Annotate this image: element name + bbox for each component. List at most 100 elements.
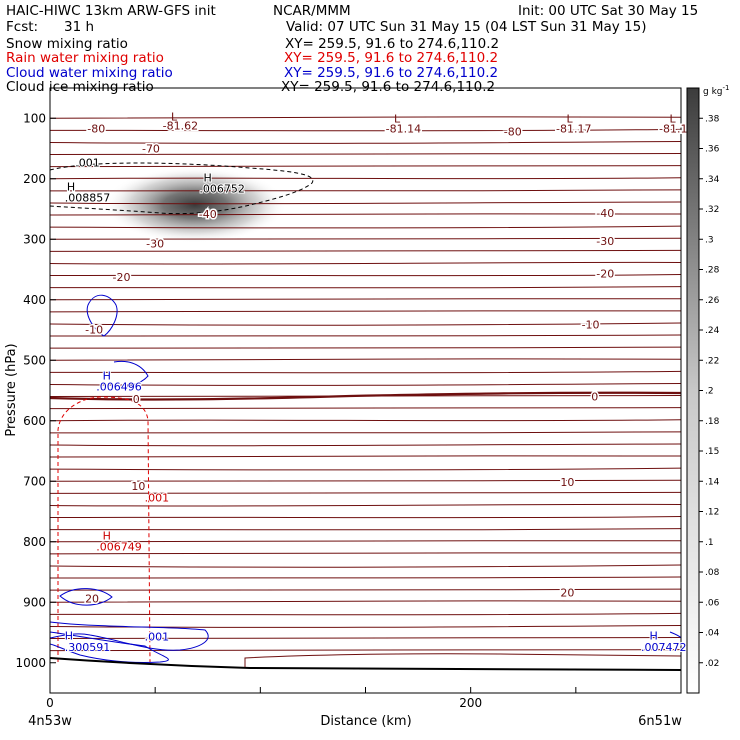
colorbar xyxy=(686,87,700,694)
colorbar-tick-label: .15 xyxy=(705,447,719,457)
field-xy-cloudwater: XY= 259.5, 91.6 to 274.6,110.2 xyxy=(284,65,499,81)
isotherm-line xyxy=(50,322,681,326)
isotherm-label: 10 xyxy=(560,476,574,489)
isotherm-label: -80 xyxy=(504,126,522,139)
field-name-cloudwater: Cloud water mixing ratio xyxy=(6,65,173,81)
isotherm-line xyxy=(50,576,681,579)
freezing-level-isotherm xyxy=(49,391,682,401)
isotherm-label: -40 xyxy=(199,208,217,221)
colorbar-tick-label: .08 xyxy=(705,568,720,578)
isotherm-label: 20 xyxy=(85,593,99,606)
field-name-cloudice: Cloud ice mixing ratio xyxy=(6,79,154,95)
isotherm-line xyxy=(50,249,681,252)
surface-isotherm xyxy=(244,653,682,667)
forecast-hours: 31 h xyxy=(64,19,95,35)
valid-time: Valid: 07 UTC Sun 31 May 15 (04 LST Sun … xyxy=(286,19,647,35)
field-extremum-label: .006749 xyxy=(96,541,142,554)
isotherm-line xyxy=(50,491,681,494)
isotherm-line xyxy=(50,140,681,144)
field-extremum-label: .006752 xyxy=(199,182,245,195)
isotherm-label: -70 xyxy=(142,143,160,156)
isotherm-line xyxy=(50,177,681,180)
low-marker: L xyxy=(394,112,401,125)
isotherm-label: -30 xyxy=(146,237,164,250)
isotherm-line xyxy=(50,443,681,447)
isotherm-label: -20 xyxy=(113,271,131,284)
isotherm-line xyxy=(50,612,681,616)
isotherm-line xyxy=(50,286,681,289)
rain-water-contour xyxy=(57,396,151,663)
isotherm-label: -81.14 xyxy=(386,123,421,136)
isotherm-line xyxy=(50,588,681,591)
field-extremum-label: H xyxy=(103,369,111,382)
isotherm-label: -81.17 xyxy=(556,123,591,136)
cloud-water-contour xyxy=(86,294,118,337)
colorbar-tick-label: .12 xyxy=(705,508,719,518)
colorbar-tick-label: .14 xyxy=(705,477,720,487)
colorbar-tick-label: .1 xyxy=(705,538,714,548)
x-endpoint-left: 4n53w xyxy=(28,714,72,729)
cloud-water-contour xyxy=(59,588,113,606)
init-time: Init: 00 UTC Sat 30 May 15 xyxy=(518,3,699,19)
field-name-rain: Rain water mixing ratio xyxy=(6,50,164,66)
isotherm-line xyxy=(50,261,681,265)
low-marker: L xyxy=(670,112,677,125)
isotherm-line xyxy=(50,298,681,301)
x-tick-label: 0 xyxy=(46,696,54,710)
colorbar-tick-label: .36 xyxy=(705,145,720,155)
colorbar-tick-label: .02 xyxy=(705,659,719,669)
colorbar-tick-label: .3 xyxy=(705,235,714,245)
isotherm-line xyxy=(50,600,681,603)
colorbar-tick-label: .38 xyxy=(705,114,720,124)
field-extremum-label: H xyxy=(204,172,212,185)
colorbar-tick-label: .06 xyxy=(705,598,720,608)
isotherm-line xyxy=(50,153,681,156)
y-tick-label: 100 xyxy=(23,111,46,125)
field-extremum-label: H xyxy=(65,630,73,643)
isotherm-label: -81.15 xyxy=(659,123,694,136)
snow-mixing-ratio-shading xyxy=(103,167,287,243)
low-marker: L xyxy=(171,110,178,123)
field-extremum-label: .006496 xyxy=(96,380,142,393)
isotherm-line xyxy=(50,407,681,410)
isotherm-label: 0 xyxy=(591,391,598,404)
isotherm-line xyxy=(50,274,681,277)
isotherm-line xyxy=(50,431,681,434)
isotherm-line xyxy=(50,346,681,349)
model-title: HAIC-HIWC 13km ARW-GFS init xyxy=(6,3,216,19)
surface-pressure-line xyxy=(49,657,682,671)
field-xy-rain: XY= 259.5, 91.6 to 274.6,110.2 xyxy=(284,50,499,66)
field-extremum-label: .001 xyxy=(145,631,170,644)
colorbar-tick-label: .34 xyxy=(705,175,720,185)
isotherm-line xyxy=(50,552,681,555)
isotherm-line xyxy=(50,467,681,471)
low-marker: L xyxy=(566,112,573,125)
isotherm-line xyxy=(50,201,681,205)
colorbar-tick-label: .28 xyxy=(705,266,720,276)
colorbar-tick-label: .32 xyxy=(705,205,719,215)
isotherm-line xyxy=(50,310,681,313)
cloud-water-contour xyxy=(49,621,209,651)
isotherm-line xyxy=(50,419,681,422)
axis-ticks xyxy=(50,117,682,693)
y-tick-label: 700 xyxy=(23,474,46,488)
x-endpoint-right: 6n51w xyxy=(638,714,682,729)
colorbar-tick-label: .22 xyxy=(705,356,719,366)
y-tick-label: 500 xyxy=(23,353,46,367)
y-tick-label: 300 xyxy=(23,232,46,246)
isotherm-label: 10 xyxy=(131,480,145,493)
field-extremum-label: .007472 xyxy=(641,641,687,654)
isotherm-label: -10 xyxy=(85,323,103,336)
forecast-label: Fcst: xyxy=(6,19,39,35)
isotherm-label: -30 xyxy=(596,235,614,248)
isotherm-line xyxy=(50,116,681,119)
isotherm-label: -81.62 xyxy=(163,120,198,133)
isotherm-line xyxy=(50,213,681,216)
isotherm-line xyxy=(50,334,681,337)
isotherm-line xyxy=(50,479,681,482)
colorbar-tick-label: .18 xyxy=(705,417,720,427)
cloud-water-contour xyxy=(113,360,149,388)
field-name-snow: Snow mixing ratio xyxy=(6,36,128,52)
isotherm-lines xyxy=(50,116,681,652)
